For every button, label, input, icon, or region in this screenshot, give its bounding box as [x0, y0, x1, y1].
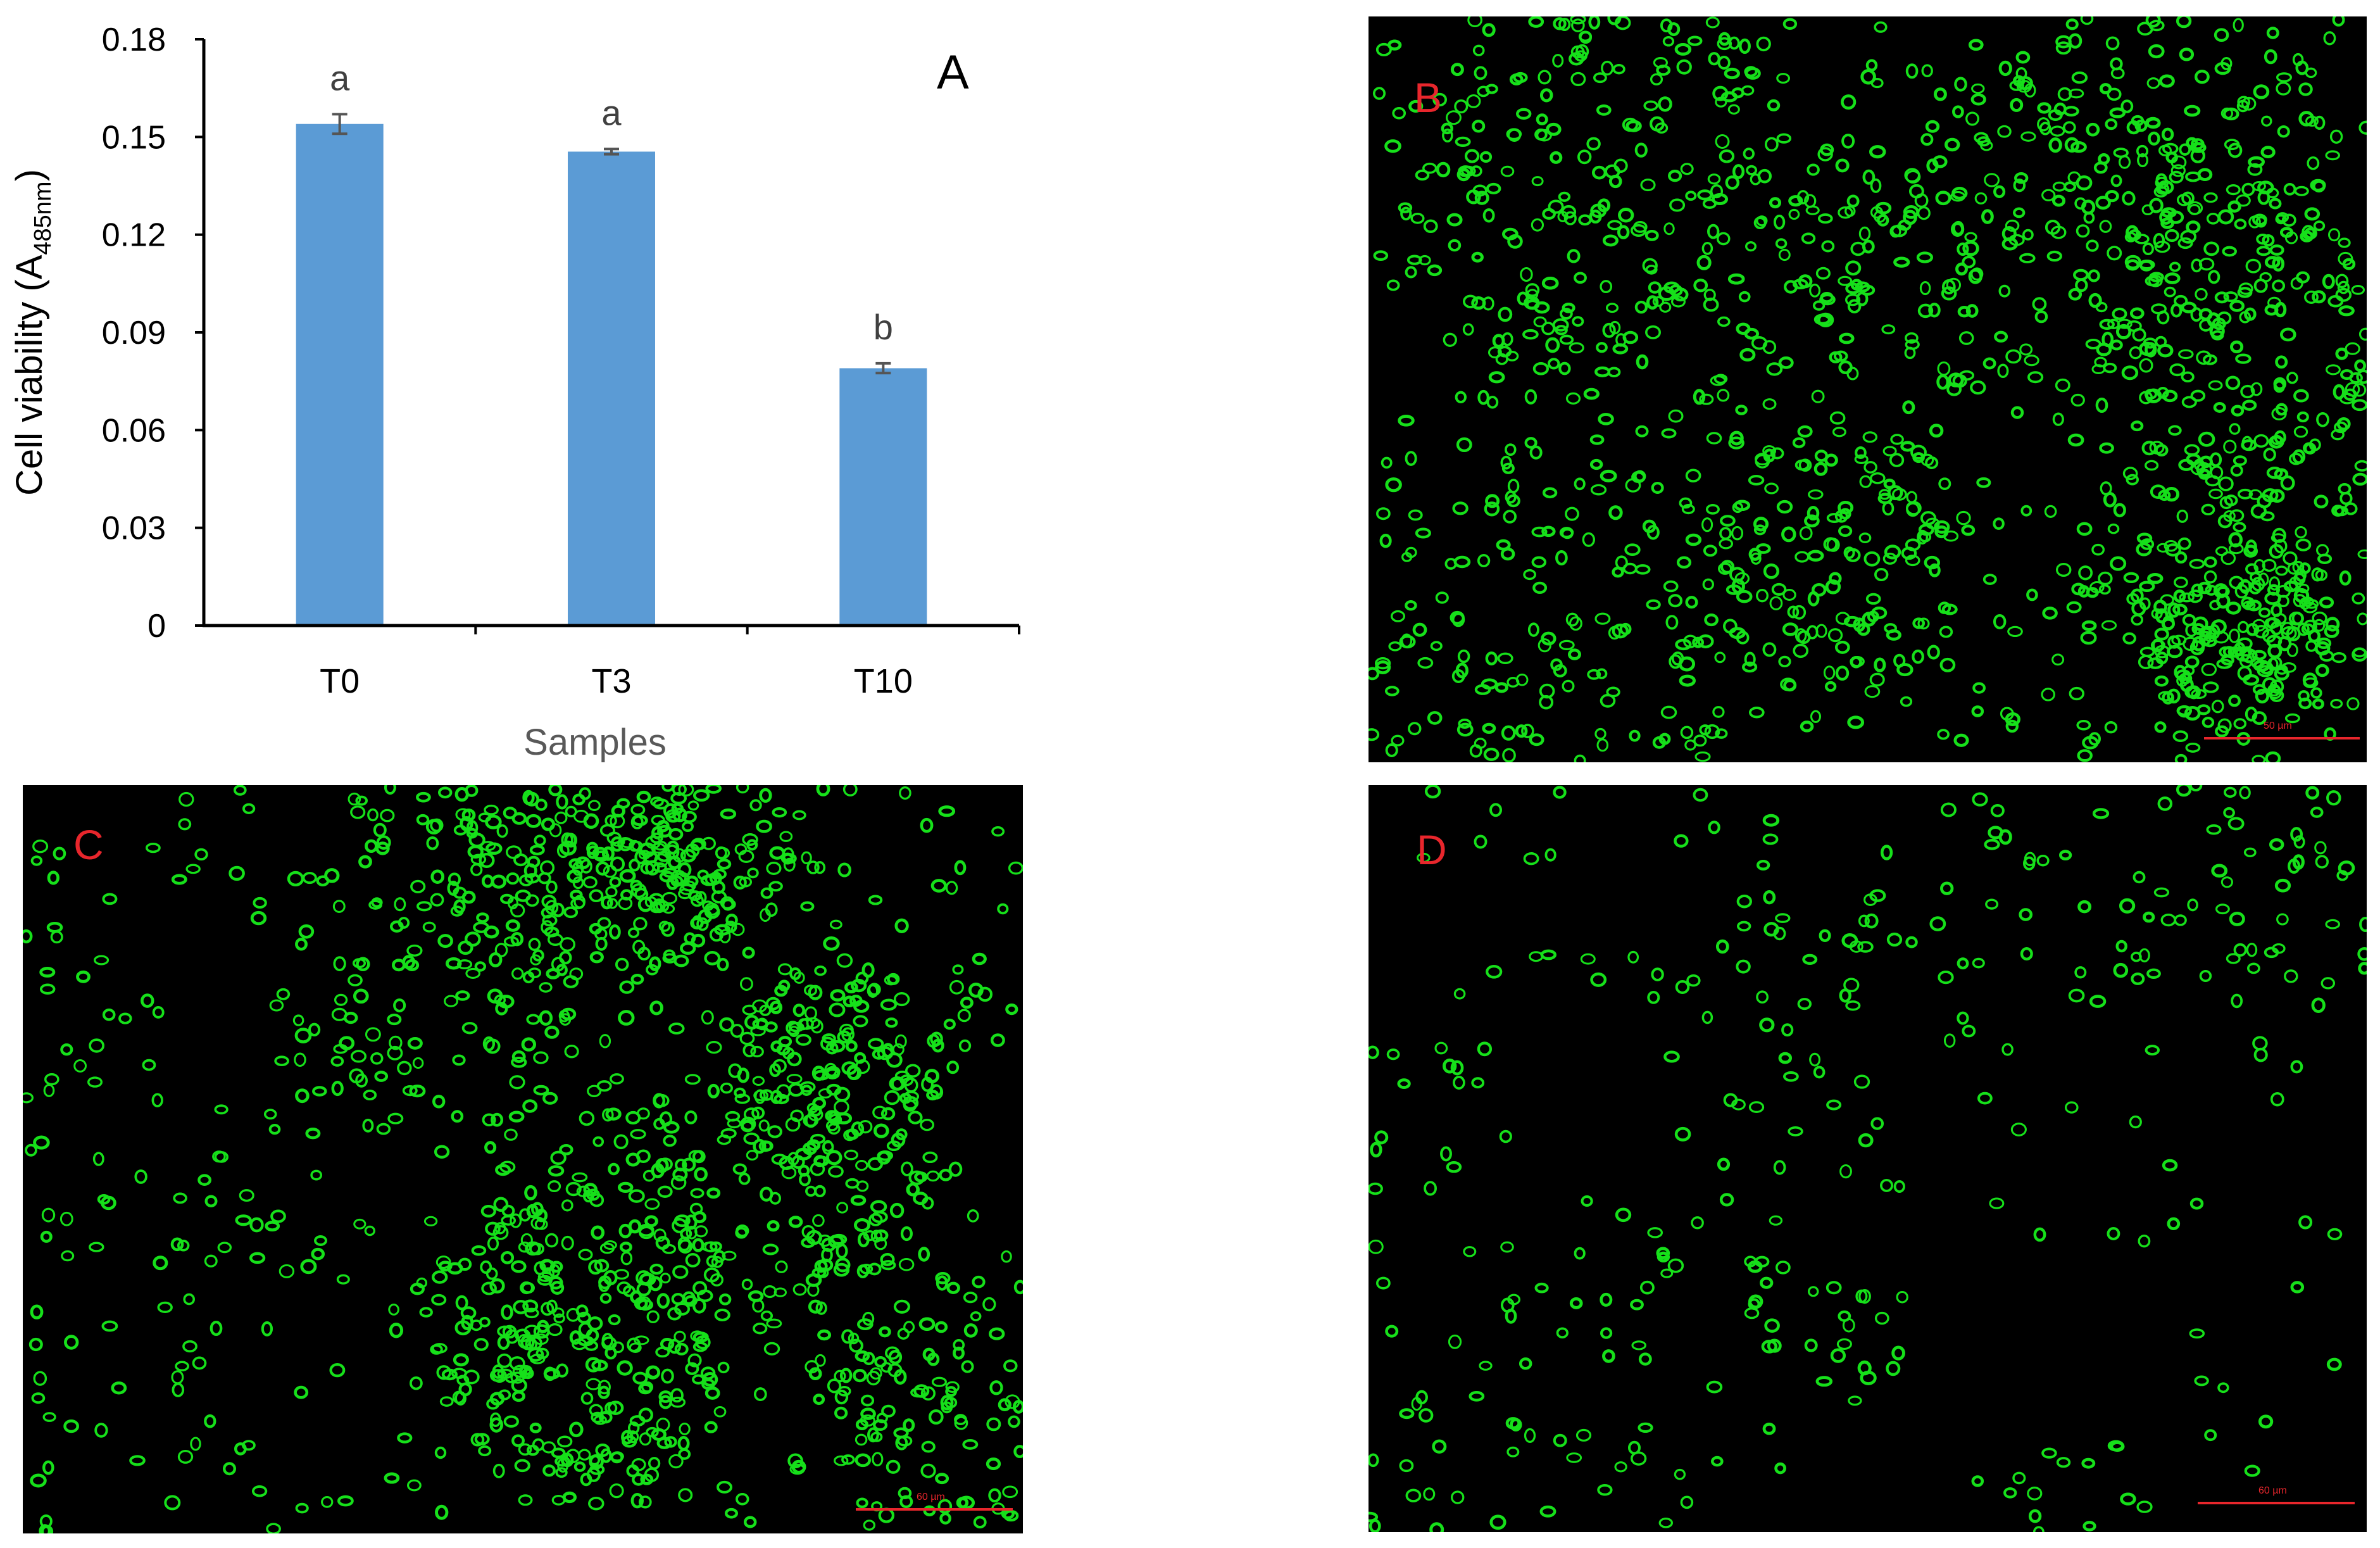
y-axis-title-suffix: ) — [9, 169, 50, 181]
cell-dots — [1368, 785, 2367, 1532]
scale-bar-c — [856, 1508, 1013, 1511]
cell-field-d — [1368, 785, 2367, 1532]
micrograph-c: C 60 µm — [23, 785, 1023, 1533]
y-tick-label: 0 — [147, 608, 166, 645]
scale-bar-label-d: 60 µm — [2258, 1485, 2287, 1496]
cell-dots — [1368, 16, 2367, 762]
x-tick-label: T10 — [854, 662, 913, 700]
significance-letter: b — [874, 307, 893, 347]
y-tick-label: 0.18 — [102, 22, 166, 58]
panel-label-d: D — [1417, 826, 1447, 873]
significance-letter: a — [330, 58, 350, 98]
scale-bar-d — [2198, 1502, 2355, 1504]
bar-chart: 00.030.060.090.120.150.18 aab T0 T3 T10 A … — [9, 22, 1020, 763]
x-axis-title: Samples — [523, 722, 667, 763]
significance-letter: a — [601, 92, 622, 132]
micrograph-d: D 60 µm — [1368, 785, 2367, 1532]
y-tick-label: 0.03 — [102, 510, 166, 547]
y-tick-label: 0.12 — [102, 217, 166, 254]
y-tick-label: 0.09 — [102, 315, 166, 351]
y-tick-label: 0.06 — [102, 412, 166, 449]
scale-bar-label-c: 60 µm — [917, 1492, 945, 1502]
bar-T10 — [839, 368, 927, 626]
x-tick-label: T3 — [591, 662, 631, 700]
y-axis-title-main: Cell viability (A — [9, 255, 50, 496]
scale-bar-label-b: 50 µm — [2264, 721, 2292, 731]
panel-label-b: B — [1414, 74, 1443, 121]
cell-field-b — [1368, 16, 2367, 762]
bar-T3 — [568, 151, 655, 626]
y-tick-label: 0.15 — [102, 119, 166, 156]
x-tick-label: T0 — [320, 662, 360, 700]
y-axis-title-subscript: 485nm — [30, 181, 56, 255]
panel-label-a: A — [937, 46, 969, 99]
scale-bar-b — [2204, 737, 2360, 739]
cell-dots — [23, 785, 1023, 1533]
bar-T0 — [296, 123, 384, 626]
y-axis-title: Cell viability (A485nm) — [9, 169, 56, 496]
cell-field-c — [23, 785, 1023, 1533]
micrograph-b: B 50 µm — [1368, 16, 2367, 762]
panel-label-c: C — [73, 821, 104, 868]
